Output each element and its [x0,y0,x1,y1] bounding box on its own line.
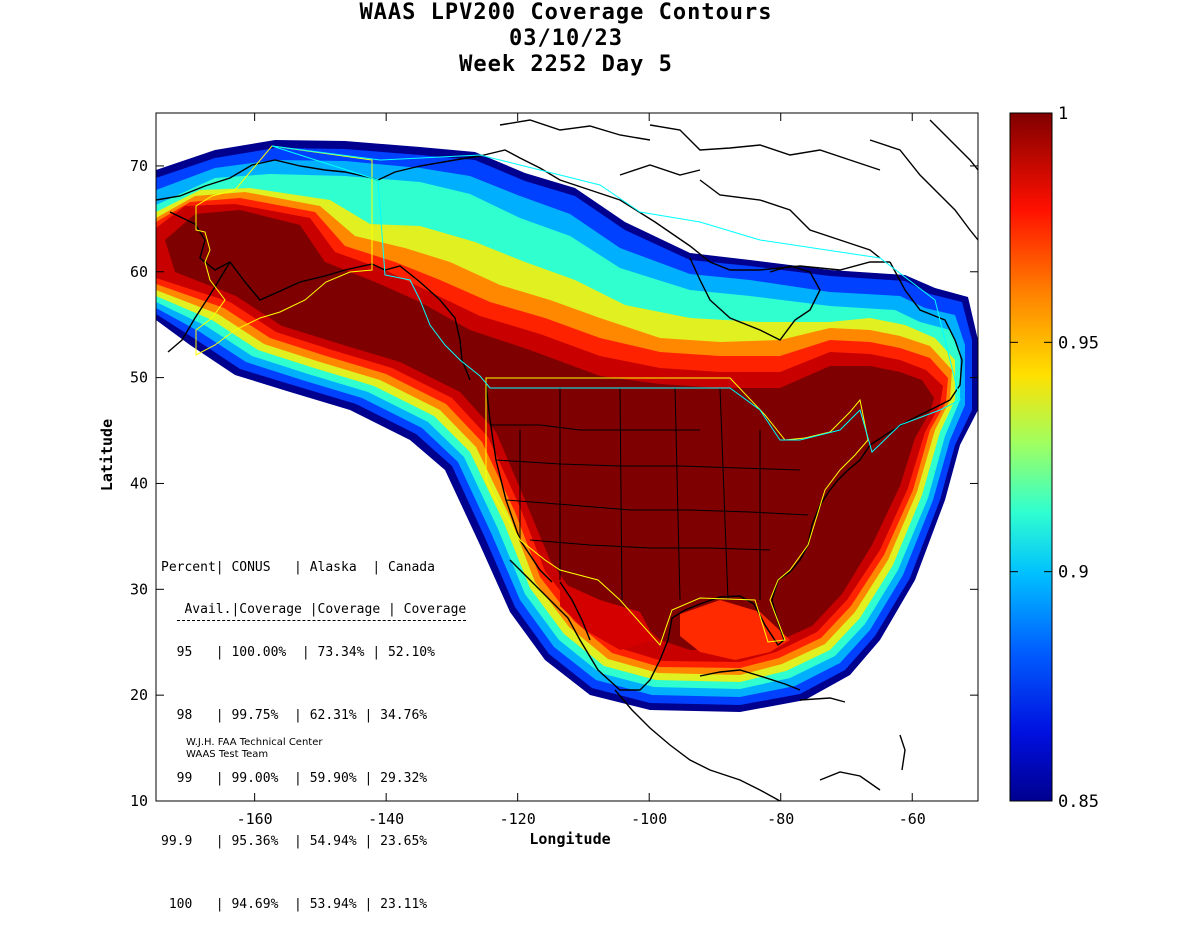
table-row: 98 | 99.75% | 62.31% | 34.76% [161,708,428,723]
hotspot-southeast [680,600,790,660]
conus-boundary [485,377,869,646]
hotspot-mexico [560,582,655,650]
x-tick-label: -100 [631,810,667,828]
colorbar-tick-label: 0.85 [1058,792,1099,812]
y-axis-label: Latitude [98,419,116,491]
x-tick-label: -160 [237,810,273,828]
y-tick-label: 40 [130,474,148,492]
y-tick-label: 50 [130,369,148,387]
coverage-contours [156,140,978,712]
colorbar-tick-label: 0.9 [1058,563,1089,583]
x-axis-label: Longitude [529,830,610,848]
service-boundaries [195,145,961,646]
table-row: 99 | 99.00% | 59.90% | 29.32% [161,771,428,786]
y-tick-label: 20 [130,686,148,704]
title-line-2: 03/10/23 [509,26,623,51]
title-line-3: Week 2252 Day 5 [459,52,673,77]
table-row: 99.9 | 95.36% | 54.94% | 23.65% [161,834,428,849]
y-tick-label: 60 [130,263,148,281]
table-row: 100 | 94.69% | 53.94% | 23.11% [161,897,428,912]
x-tick-label: -120 [500,810,536,828]
table-header-2: Avail.|Coverage |Coverage | Coverage [176,599,467,621]
axis-ticks [156,113,978,802]
table-header-1: Percent| CONUS | Alaska | Canada [161,560,435,575]
canada-boundary [271,145,961,453]
colorbar-ticks: 0.85 0.9 0.95 1 [1010,104,1099,812]
title-line-1: WAAS LPV200 Coverage Contours [359,0,773,25]
credits: W.J.H. FAA Technical Center WAAS Test Te… [186,737,322,761]
x-tick-label: -60 [899,810,926,828]
x-tick-labels: -160 -140 -120 -100 -80 -60 [237,810,926,828]
credits-line-2: WAAS Test Team [186,749,269,760]
y-tick-label: 70 [130,157,148,175]
y-tick-label: 30 [130,580,148,598]
x-tick-label: -140 [368,810,404,828]
colorbar [1009,112,1053,802]
x-tick-label: -80 [767,810,794,828]
chart-title: WAAS LPV200 Coverage Contours 03/10/23 W… [0,0,1132,78]
coverage-map: -160 -140 -120 -100 -80 -60 10 20 30 40 50 60 70 Lo… [98,104,1099,848]
colorbar-tick-label: 1 [1058,104,1068,124]
credits-line-1: W.J.H. FAA Technical Center [186,737,323,748]
colorbar-tick-label: 0.95 [1058,333,1099,353]
contour-100 [165,210,934,650]
y-tick-labels: 10 20 30 40 50 60 70 [130,157,148,810]
plot-frame [155,112,979,802]
y-tick-label: 10 [130,792,148,810]
alaska-boundary [195,145,373,356]
table-row: 95 | 100.00% | 73.34% | 52.10% [161,645,435,660]
coverage-stats-table: Percent| CONUS | Alaska | Canada Avail.|… [161,515,467,936]
